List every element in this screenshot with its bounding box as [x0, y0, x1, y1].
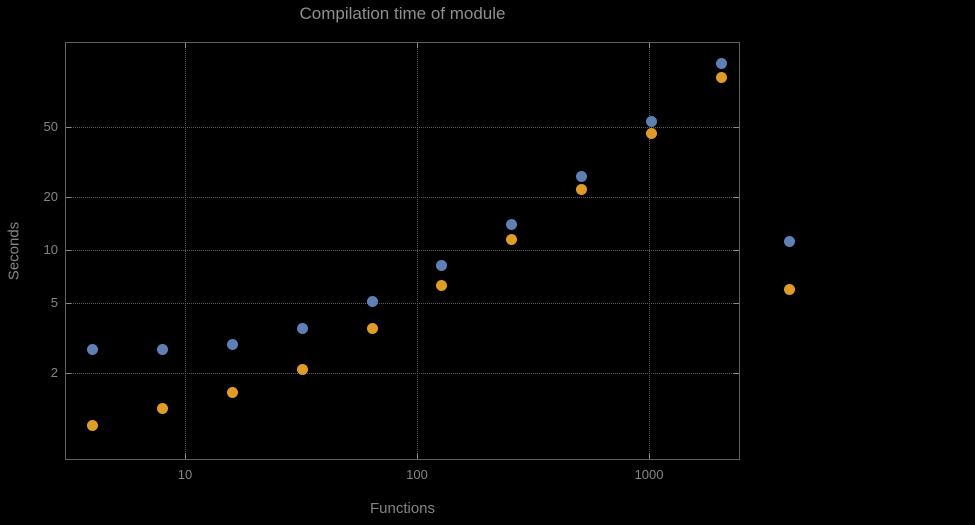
x-axis-tick-mirror [649, 43, 651, 48]
grid-line-horizontal [65, 196, 740, 198]
y-axis-tick [66, 372, 71, 374]
grid-line-vertical [417, 42, 419, 460]
data-point-series-2-orange [87, 420, 99, 432]
y-axis-tick [66, 126, 71, 128]
grid-line-vertical [649, 42, 651, 460]
data-point-series-2-orange [645, 127, 657, 139]
y-tick-label: 50 [43, 118, 58, 134]
chart-title: Compilation time of module [299, 4, 506, 23]
y-axis-tick-mirror [734, 249, 739, 251]
y-tick-label: 20 [43, 188, 58, 204]
data-point-series-1-blue [366, 295, 378, 307]
data-point-series-2-orange [436, 279, 448, 291]
y-axis-tick [66, 196, 71, 198]
x-tick-label: 1000 [634, 467, 664, 482]
y-tick-label: 5 [50, 294, 58, 310]
y-axis-tick-mirror [734, 196, 739, 198]
y-axis-tick-mirror [734, 372, 739, 374]
x-tick-label: 10 [177, 467, 193, 482]
x-axis-tick [417, 454, 419, 459]
data-point-series-2-orange [366, 322, 378, 334]
y-axis-tick-mirror [734, 126, 739, 128]
y-axis-tick-mirror [734, 302, 739, 304]
grid-line-horizontal [65, 372, 740, 374]
data-point-series-1-blue [715, 57, 727, 69]
legend-marker-series-2-orange [784, 284, 795, 295]
data-point-series-1-blue [226, 339, 238, 351]
y-axis-tick [66, 302, 71, 304]
data-point-series-1-blue [87, 344, 99, 356]
data-point-series-2-orange [506, 233, 518, 245]
data-point-series-2-orange [157, 403, 168, 415]
legend-marker-series-1-blue [784, 236, 795, 247]
data-point-series-1-blue [506, 218, 518, 230]
data-point-series-2-orange [576, 184, 588, 196]
x-axis-tick [184, 454, 186, 459]
x-axis-tick-mirror [417, 43, 419, 48]
data-point-series-1-blue [645, 115, 657, 127]
grid-line-horizontal [65, 249, 740, 251]
data-point-series-1-blue [436, 259, 448, 271]
data-point-series-1-blue [157, 344, 168, 356]
data-point-series-1-blue [576, 171, 588, 183]
y-tick-label: 10 [43, 241, 58, 257]
grid-line-horizontal [65, 126, 740, 128]
data-point-series-2-orange [296, 363, 308, 375]
y-axis-tick [66, 249, 71, 251]
y-tick-label: 2 [50, 364, 58, 380]
data-point-series-2-orange [226, 386, 238, 398]
grid-line-vertical [184, 42, 186, 460]
data-point-series-2-orange [715, 72, 727, 84]
x-axis-tick [649, 454, 651, 459]
data-point-series-1-blue [296, 322, 308, 334]
y-axis-label: Seconds [5, 221, 23, 281]
grid-line-horizontal [65, 302, 740, 304]
x-tick-label: 100 [406, 467, 428, 482]
x-axis-label: Functions [369, 500, 436, 517]
x-axis-tick-mirror [184, 43, 186, 48]
